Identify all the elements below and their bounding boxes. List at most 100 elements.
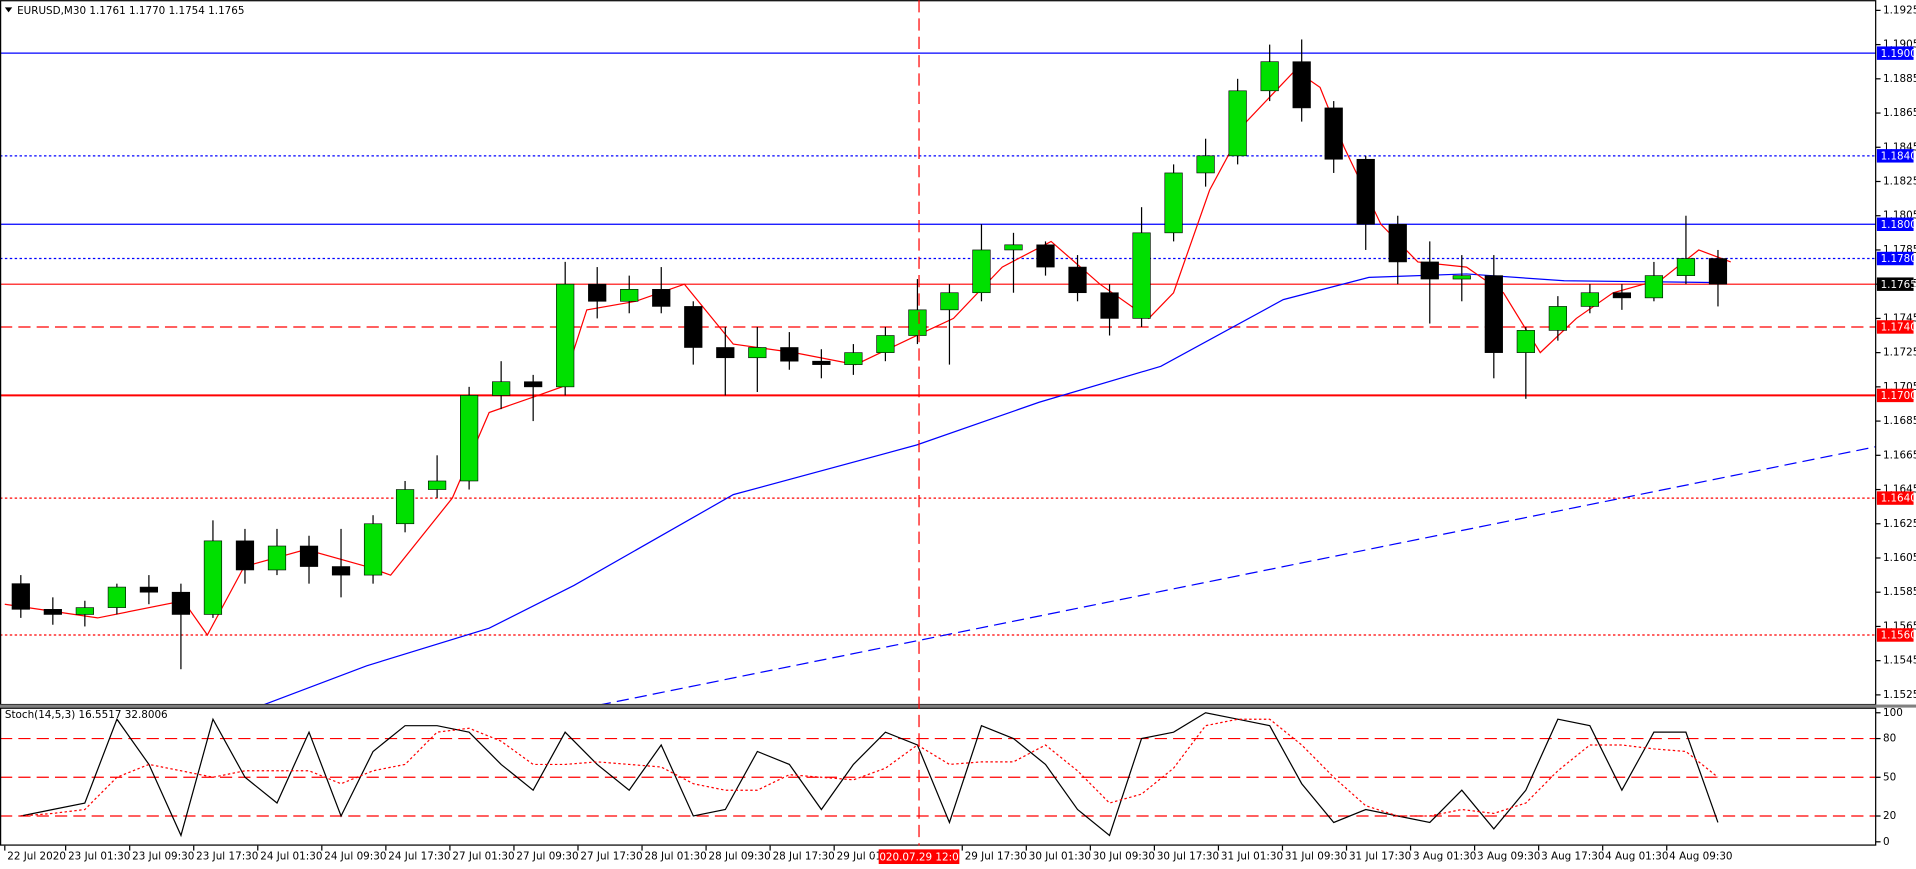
crosshair-label: 2020.07.29 12:00 (873, 851, 966, 863)
y-tick-label: 1.1825 (1883, 175, 1916, 187)
header-arrow (4, 7, 13, 13)
y-tick-label: 1.1625 (1883, 518, 1916, 530)
level-label-box (1876, 491, 1914, 505)
level-label: 1.1560 (1881, 630, 1916, 642)
candle-body (1100, 292, 1119, 319)
candle-body (1708, 258, 1728, 285)
x-tick-label: 23 Jul 17:30 (196, 851, 258, 863)
candle-body (1516, 330, 1535, 353)
panel-separator (0, 704, 1916, 708)
y-tick-label: 1.1725 (1883, 347, 1916, 359)
candle-body (75, 607, 94, 615)
candle-body (524, 381, 543, 388)
candle-body (267, 545, 287, 571)
candle-body (1260, 61, 1279, 92)
x-tick-label: 29 Jul 17:30 (965, 851, 1027, 863)
level-label: 1.1740 (1881, 322, 1916, 334)
level-label-box (1876, 388, 1914, 403)
level-label: 1.1840 (1881, 150, 1916, 162)
indicator-line (262, 273, 1711, 706)
y-tick-label: 20 (1883, 810, 1896, 822)
y-tick-label: 1.1885 (1883, 73, 1916, 85)
candle-body (299, 545, 319, 567)
y-tick-label: 0 (1883, 836, 1890, 848)
x-tick-label: 3 Aug 09:30 (1477, 851, 1540, 863)
y-tick-label: 1.1685 (1883, 415, 1916, 427)
candle-body (844, 352, 863, 365)
candle-body (1548, 306, 1567, 331)
level-label-box (1876, 277, 1914, 291)
candle-body (652, 289, 671, 307)
level-label-box (1876, 320, 1914, 334)
crosshair-label-box (878, 849, 960, 865)
level-label-box (1876, 46, 1914, 60)
candle-body (1196, 155, 1215, 174)
x-tick-label: 23 Jul 01:30 (68, 851, 130, 863)
x-tick-label: 28 Jul 17:30 (773, 851, 835, 863)
x-tick-label: 30 Jul 01:30 (1029, 851, 1091, 863)
x-tick-label: 3 Aug 17:30 (1541, 851, 1604, 863)
candle-body (1004, 244, 1023, 251)
y-tick-label: 1.1545 (1883, 655, 1916, 667)
x-tick-label: 3 Aug 01:30 (1413, 851, 1476, 863)
candle-body (1292, 61, 1311, 109)
candle-body (1068, 266, 1087, 294)
candle-body (1676, 258, 1696, 276)
candle-body (1036, 244, 1055, 268)
x-tick-label: 28 Jul 09:30 (709, 851, 771, 863)
x-tick-label: 29 Jul 01:30 (837, 851, 899, 863)
x-tick-label: 27 Jul 09:30 (516, 851, 578, 863)
indicator-line (20, 712, 1719, 838)
candle-body (876, 335, 895, 353)
x-tick-label: 4 Aug 01:30 (1605, 851, 1668, 863)
candle-body (492, 381, 511, 396)
x-tick-label: 4 Aug 09:30 (1669, 851, 1732, 863)
indicator-header: Stoch(14,5,3) 16.5517 32.8006 (5, 709, 168, 721)
candle-body (1324, 107, 1343, 160)
indicator-line (20, 718, 1719, 817)
candle-body (427, 480, 447, 490)
y-tick-label: 1.1585 (1883, 586, 1916, 598)
y-tick-label: 1.1925 (1883, 4, 1916, 16)
level-label: 1.1765 (1881, 279, 1916, 291)
candle-body (43, 609, 62, 615)
level-label-box (1876, 251, 1914, 266)
candle-body (1388, 223, 1407, 263)
level-label: 1.1780 (1881, 253, 1916, 265)
candle-body (556, 283, 575, 388)
y-tick-label: 1.1605 (1883, 552, 1916, 564)
y-tick-label: 80 (1883, 733, 1896, 745)
candle-body (1356, 158, 1375, 225)
candle-body (1452, 275, 1471, 280)
candle-body (812, 360, 831, 365)
candle-body (395, 489, 415, 525)
candle-body (1484, 275, 1503, 353)
candle-body (748, 347, 767, 359)
candle-body (1612, 292, 1632, 299)
level-label-box (1876, 149, 1914, 163)
candle-body (1132, 232, 1151, 319)
level-label-box (1876, 628, 1914, 642)
x-tick-label: 22 Jul 2020 (7, 851, 66, 863)
x-tick-label: 30 Jul 17:30 (1157, 851, 1219, 863)
x-tick-label: 24 Jul 09:30 (324, 851, 386, 863)
x-tick-label: 28 Jul 01:30 (644, 851, 706, 863)
candle-body (139, 586, 159, 593)
x-tick-label: 23 Jul 09:30 (132, 851, 194, 863)
y-tick-label: 50 (1883, 771, 1896, 783)
candle-body (235, 540, 255, 571)
y-tick-label: 100 (1883, 707, 1903, 719)
candle-body (203, 540, 223, 615)
x-tick-label: 31 Jul 17:30 (1349, 851, 1411, 863)
candle-body (716, 347, 735, 359)
x-tick-label: 24 Jul 17:30 (388, 851, 450, 863)
y-tick-label: 1.1665 (1883, 449, 1916, 461)
trendline (598, 446, 1876, 706)
candle-body (171, 591, 191, 615)
level-label-box (1876, 217, 1914, 232)
x-tick-label: 30 Jul 09:30 (1093, 851, 1155, 863)
candle-body (1228, 90, 1247, 157)
level-label: 1.1640 (1881, 493, 1916, 505)
